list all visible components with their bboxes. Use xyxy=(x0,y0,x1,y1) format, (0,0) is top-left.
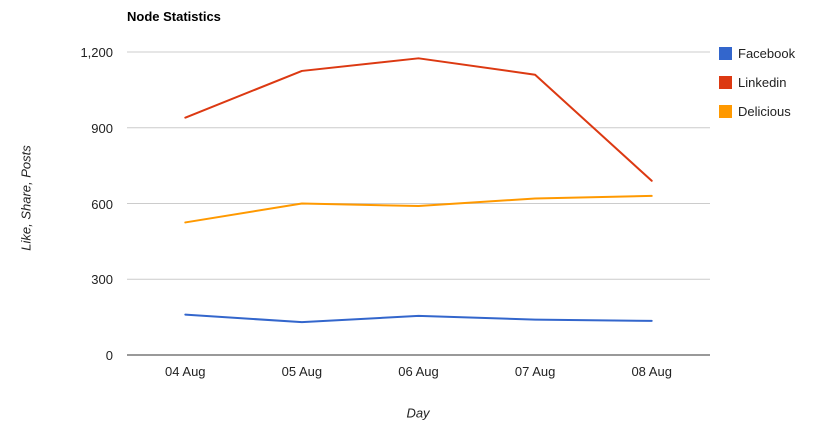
y-tick-label: 900 xyxy=(91,120,113,136)
y-tick-label: 600 xyxy=(91,196,113,212)
legend-item-facebook[interactable]: Facebook xyxy=(719,46,795,61)
legend-item-delicious[interactable]: Delicious xyxy=(719,104,791,119)
y-tick-label: 0 xyxy=(105,348,113,363)
y-tick-label: 300 xyxy=(91,272,113,288)
series-line-linkedin[interactable] xyxy=(184,57,653,182)
legend-swatch-icon xyxy=(719,105,732,118)
y-axis-title: Like, Share, Posts xyxy=(18,145,34,251)
legend-label: Linkedin xyxy=(738,75,787,90)
x-tick-label: 04 Aug xyxy=(165,364,206,379)
chart-title: Node Statistics xyxy=(127,9,221,24)
x-axis-title: Day xyxy=(406,405,430,421)
legend-label: Facebook xyxy=(738,46,796,61)
legend-item-linkedin[interactable]: Linkedin xyxy=(719,75,786,90)
y-tick-label: 1,200 xyxy=(80,45,113,60)
legend-label: Delicious xyxy=(738,104,791,119)
series-line-delicious[interactable] xyxy=(184,194,653,224)
legend-swatch-icon xyxy=(719,47,732,60)
x-tick-label: 06 Aug xyxy=(398,364,439,379)
series-line-facebook[interactable] xyxy=(184,313,653,324)
x-tick-label: 08 Aug xyxy=(631,364,672,379)
legend-swatch-icon xyxy=(719,76,732,89)
x-tick-label: 05 Aug xyxy=(281,364,323,379)
x-tick-label: 07 Aug xyxy=(514,364,556,379)
